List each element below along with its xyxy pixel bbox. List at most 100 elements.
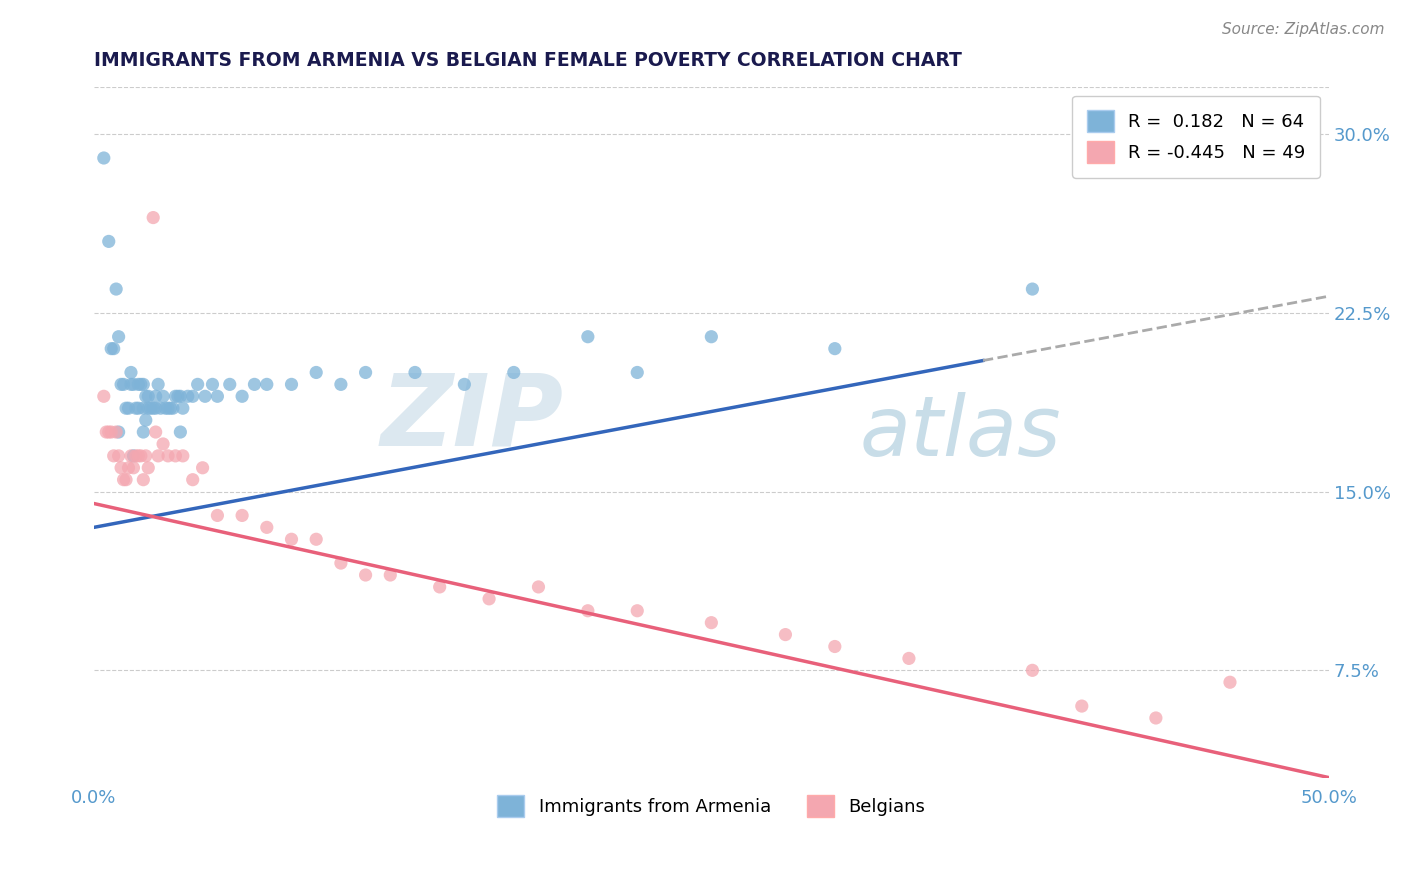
Point: [142, 211, 165, 225]
Point: [157, 449, 180, 463]
Point: [576, 604, 599, 618]
Point: [1021, 663, 1043, 677]
Point: [115, 401, 138, 416]
Point: [157, 401, 180, 416]
Point: [145, 389, 167, 403]
Point: [129, 377, 152, 392]
Point: [152, 389, 174, 403]
Point: [127, 449, 149, 463]
Point: [191, 460, 214, 475]
Point: [152, 437, 174, 451]
Point: [280, 377, 302, 392]
Point: [112, 473, 135, 487]
Point: [105, 282, 128, 296]
Point: [527, 580, 550, 594]
Point: [142, 401, 165, 416]
Point: [1219, 675, 1241, 690]
Point: [149, 401, 172, 416]
Text: atlas: atlas: [859, 392, 1062, 473]
Point: [135, 449, 157, 463]
Point: [187, 377, 209, 392]
Point: [201, 377, 224, 392]
Point: [1070, 699, 1092, 714]
Point: [576, 329, 599, 343]
Point: [1021, 282, 1043, 296]
Point: [122, 460, 145, 475]
Point: [824, 640, 846, 654]
Point: [404, 366, 426, 380]
Point: [165, 449, 187, 463]
Point: [231, 508, 253, 523]
Point: [256, 377, 278, 392]
Point: [502, 366, 524, 380]
Point: [127, 401, 149, 416]
Point: [824, 342, 846, 356]
Point: [125, 401, 148, 416]
Point: [207, 389, 229, 403]
Point: [146, 377, 169, 392]
Point: [132, 401, 155, 416]
Point: [243, 377, 266, 392]
Point: [97, 425, 120, 439]
Point: [305, 366, 328, 380]
Point: [181, 389, 204, 403]
Point: [135, 389, 157, 403]
Point: [218, 377, 240, 392]
Point: [115, 473, 138, 487]
Point: [117, 401, 139, 416]
Point: [100, 342, 122, 356]
Point: [132, 473, 155, 487]
Point: [775, 627, 797, 641]
Point: [135, 413, 157, 427]
Point: [478, 591, 501, 606]
Point: [132, 425, 155, 439]
Point: [159, 401, 181, 416]
Point: [145, 425, 167, 439]
Point: [146, 449, 169, 463]
Point: [107, 449, 129, 463]
Point: [453, 377, 475, 392]
Point: [305, 533, 328, 547]
Point: [127, 377, 149, 392]
Point: [136, 389, 159, 403]
Point: [162, 401, 184, 416]
Point: [110, 377, 132, 392]
Legend: Immigrants from Armenia, Belgians: Immigrants from Armenia, Belgians: [489, 788, 932, 824]
Point: [120, 377, 142, 392]
Point: [145, 401, 167, 416]
Point: [155, 401, 177, 416]
Point: [103, 342, 125, 356]
Point: [122, 377, 145, 392]
Point: [112, 377, 135, 392]
Point: [136, 460, 159, 475]
Point: [329, 556, 352, 570]
Point: [207, 508, 229, 523]
Point: [181, 473, 204, 487]
Point: [103, 449, 125, 463]
Point: [354, 568, 377, 582]
Text: Source: ZipAtlas.com: Source: ZipAtlas.com: [1222, 22, 1385, 37]
Point: [231, 389, 253, 403]
Point: [165, 389, 187, 403]
Point: [700, 329, 723, 343]
Point: [107, 329, 129, 343]
Point: [429, 580, 451, 594]
Text: IMMIGRANTS FROM ARMENIA VS BELGIAN FEMALE POVERTY CORRELATION CHART: IMMIGRANTS FROM ARMENIA VS BELGIAN FEMAL…: [94, 51, 962, 70]
Point: [136, 401, 159, 416]
Point: [117, 460, 139, 475]
Point: [110, 460, 132, 475]
Point: [626, 604, 648, 618]
Point: [194, 389, 217, 403]
Point: [139, 401, 162, 416]
Point: [700, 615, 723, 630]
Point: [100, 425, 122, 439]
Point: [177, 389, 200, 403]
Point: [96, 425, 118, 439]
Point: [129, 449, 152, 463]
Point: [256, 520, 278, 534]
Point: [93, 389, 115, 403]
Text: ZIP: ZIP: [380, 369, 564, 467]
Point: [1144, 711, 1167, 725]
Point: [105, 425, 128, 439]
Point: [169, 425, 191, 439]
